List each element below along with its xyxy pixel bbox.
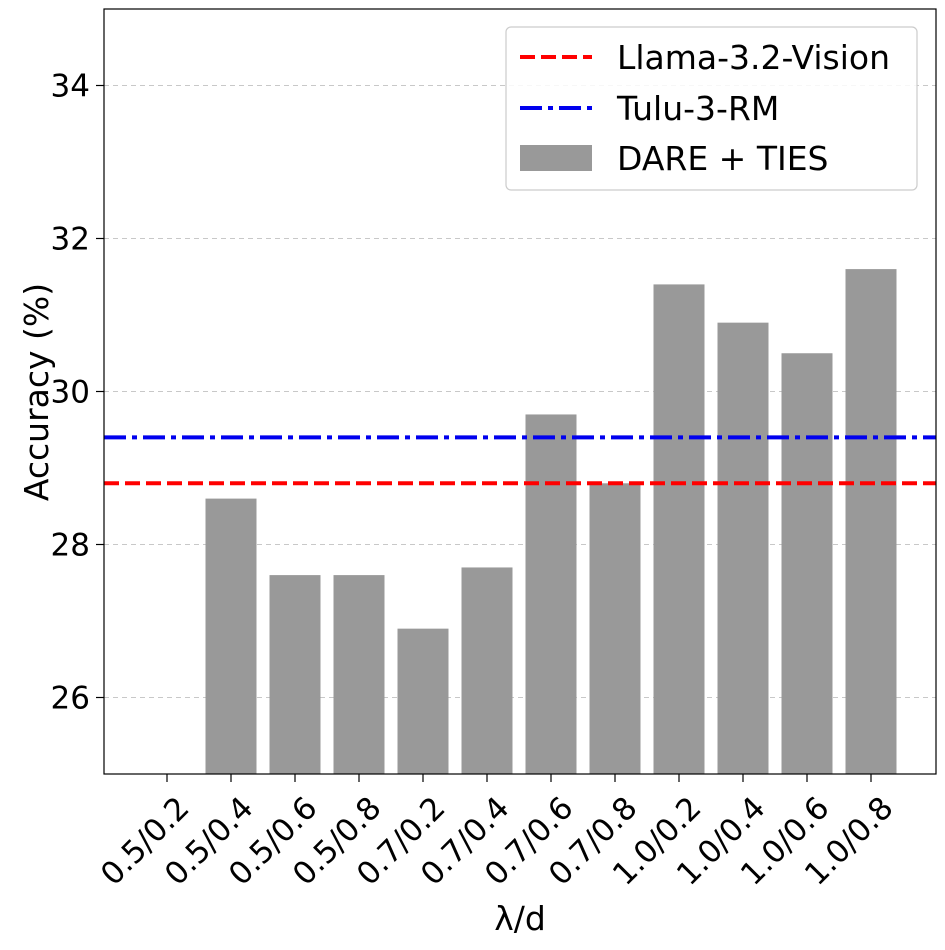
bar-0.5/0.6	[269, 575, 321, 774]
legend-label: DARE + TIES	[617, 139, 829, 178]
bar-1.0/0.2	[653, 284, 705, 774]
y-tick-label: 32	[51, 222, 90, 258]
legend: Llama-3.2-Vision Tulu-3-RM DARE + TIES	[505, 26, 918, 191]
legend-swatch-DARE + TIES	[520, 145, 592, 171]
x-axis-label: λ/d	[494, 899, 546, 938]
y-axis: 26 28 30 32 34	[51, 69, 104, 717]
y-axis-label: Accuracy (%)	[17, 283, 56, 501]
bar-1.0/0.6	[781, 353, 833, 774]
bar-0.7/0.4	[461, 567, 513, 774]
y-tick-label: 34	[51, 69, 90, 105]
legend-box	[505, 26, 918, 191]
bar-1.0/0.8	[845, 269, 897, 774]
bars-layer	[205, 269, 897, 774]
y-tick-label: 30	[51, 375, 90, 411]
bar-0.5/0.4	[205, 498, 257, 774]
legend-label: Tulu-3-RM	[616, 89, 779, 128]
bar-0.5/0.8	[333, 575, 385, 774]
y-tick-label: 26	[51, 681, 90, 717]
x-axis: 0.5/0.20.5/0.40.5/0.60.5/0.80.7/0.20.7/0…	[94, 774, 901, 893]
bar-0.7/0.6	[525, 414, 577, 774]
y-tick-label: 28	[51, 528, 90, 564]
legend-label: Llama-3.2-Vision	[617, 38, 890, 77]
bar-1.0/0.4	[717, 322, 769, 774]
bar-0.7/0.2	[397, 628, 449, 774]
reference-lines-layer	[104, 435, 936, 486]
bar-0.7/0.8	[589, 483, 641, 774]
